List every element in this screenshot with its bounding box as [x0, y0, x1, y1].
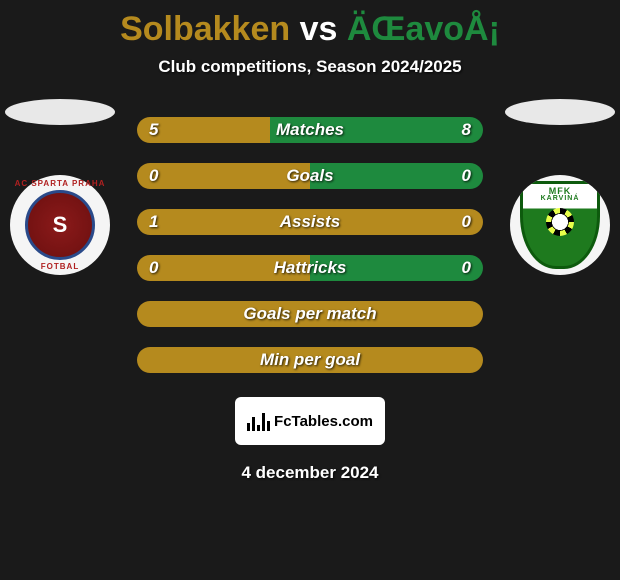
stat-row: 0 0 Hattricks — [137, 255, 483, 281]
branding-bar — [252, 417, 255, 431]
stat-row: Goals per match — [137, 301, 483, 327]
comparison-card: Solbakken vs ÄŒavoÅ¡ Club competitions, … — [0, 0, 620, 580]
right-badge-shield: MFK KARVINÁ — [520, 181, 600, 269]
left-ellipse — [5, 99, 115, 125]
stat-row: 5 8 Matches — [137, 117, 483, 143]
left-badge-ring-bottom: FOTBAL — [10, 262, 110, 271]
stat-row: 0 0 Goals — [137, 163, 483, 189]
branding-text: FcTables.com — [274, 413, 373, 430]
right-badge-mid-label: KARVINÁ — [541, 195, 580, 202]
stats-list: 5 8 Matches 0 0 Goals 1 0 Assists 0 0 Hattricks Goal… — [137, 117, 483, 373]
stat-fill-right — [310, 163, 483, 189]
left-club-badge: AC SPARTA PRAHA FOTBAL — [10, 175, 110, 275]
branding-badge[interactable]: FcTables.com — [235, 397, 385, 445]
subtitle: Club competitions, Season 2024/2025 — [0, 57, 620, 77]
left-badge-ring-top: AC SPARTA PRAHA — [10, 179, 110, 188]
stat-row: Min per goal — [137, 347, 483, 373]
stat-fill-left — [137, 163, 310, 189]
stat-label: Goals per match — [243, 304, 376, 324]
main-area: AC SPARTA PRAHA FOTBAL MFK KARVINÁ 5 8 Mat… — [0, 117, 620, 483]
branding-bar — [262, 413, 265, 431]
page-title: Solbakken vs ÄŒavoÅ¡ — [0, 10, 620, 49]
right-ellipse — [505, 99, 615, 125]
stat-left-value: 0 — [149, 166, 158, 186]
date-label: 4 december 2024 — [0, 463, 620, 483]
stat-left-value: 5 — [149, 120, 158, 140]
branding-bar — [267, 421, 270, 431]
right-logo-column: MFK KARVINÁ — [500, 99, 620, 275]
title-vs: vs — [290, 10, 347, 48]
stat-left-value: 1 — [149, 212, 158, 232]
stat-right-value: 0 — [462, 258, 471, 278]
branding-bar — [247, 423, 250, 431]
stat-label: Hattricks — [274, 258, 347, 278]
left-badge-inner — [25, 190, 95, 260]
branding-bar — [257, 425, 260, 431]
branding-bars-icon — [247, 411, 270, 431]
soccer-ball-icon — [546, 208, 574, 236]
title-right-name: ÄŒavoÅ¡ — [347, 10, 500, 48]
title-left-name: Solbakken — [120, 10, 290, 48]
stat-right-value: 8 — [462, 120, 471, 140]
stat-row: 1 0 Assists — [137, 209, 483, 235]
stat-left-value: 0 — [149, 258, 158, 278]
stat-label: Goals — [286, 166, 333, 186]
right-club-badge: MFK KARVINÁ — [510, 175, 610, 275]
left-logo-column: AC SPARTA PRAHA FOTBAL — [0, 99, 120, 275]
stat-label: Min per goal — [260, 350, 360, 370]
stat-right-value: 0 — [462, 212, 471, 232]
stat-right-value: 0 — [462, 166, 471, 186]
stat-label: Assists — [280, 212, 340, 232]
stat-label: Matches — [276, 120, 344, 140]
